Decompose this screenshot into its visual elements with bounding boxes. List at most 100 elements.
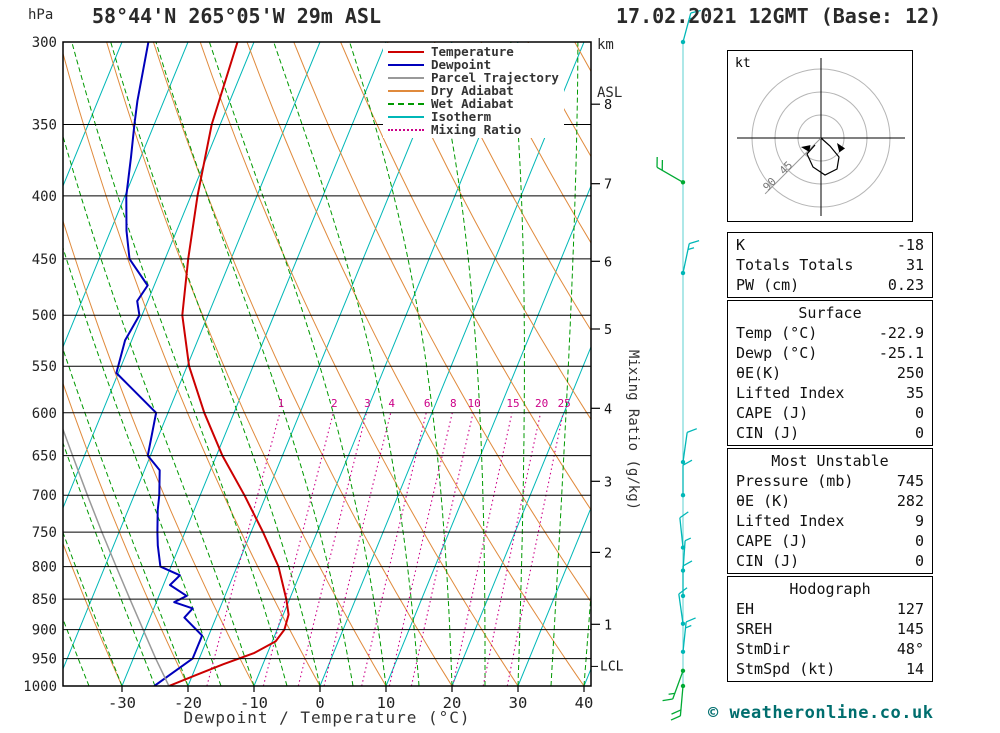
section-header: Hodograph xyxy=(789,580,871,598)
stat-label: StmDir xyxy=(736,640,791,658)
dry-adiabat-line xyxy=(433,42,591,332)
chart-legend: Temperature Dewpoint Parcel Trajectory Dry … xyxy=(383,43,564,138)
legend-label: Temperature xyxy=(431,44,514,59)
pressure-tick-label: 950 xyxy=(32,652,57,668)
wind-barb xyxy=(680,459,693,498)
stat-value: 0.23 xyxy=(887,276,924,294)
stat-row: Lifted Index 9 xyxy=(736,511,924,531)
stat-label: CAPE (J) xyxy=(736,532,809,550)
isotherm-line xyxy=(253,42,519,686)
wind-barb xyxy=(680,428,698,465)
wet-adiabat-line xyxy=(349,42,453,686)
legend-item: Mixing Ratio xyxy=(388,123,559,136)
legend-label: Isotherm xyxy=(431,109,492,124)
stat-label: StmSpd (kt) xyxy=(736,660,836,678)
mixing-ratio-label: 1 xyxy=(278,397,285,410)
copyright: © weatheronline.co.uk xyxy=(708,703,934,723)
pressure-tick-label: 450 xyxy=(32,252,57,268)
dry-adiabat-line xyxy=(340,42,591,511)
legend-label: Mixing Ratio xyxy=(431,122,522,137)
stat-value: 35 xyxy=(905,384,924,402)
stat-label: CIN (J) xyxy=(736,552,800,570)
mixing-axis-label: Mixing Ratio (g/kg) xyxy=(625,350,641,510)
lcl-label: LCL xyxy=(600,659,624,674)
dry-adiabat-line xyxy=(386,42,591,421)
wet-adiabat-line xyxy=(63,347,189,686)
stat-row: θE(K) 250 xyxy=(736,363,924,383)
wind-barb xyxy=(670,683,686,721)
stat-row: CAPE (J) 0 xyxy=(736,531,924,551)
stat-row: θE (K) 282 xyxy=(736,491,924,511)
stat-value: 48° xyxy=(896,640,924,658)
legend-swatch xyxy=(388,63,424,66)
wet-adiabat-line xyxy=(583,588,591,686)
dry-adiabat-line xyxy=(152,42,453,686)
altitude-unit-km: km xyxy=(597,37,614,53)
mixing-ratio-line xyxy=(297,412,367,686)
temp-tick-label: -30 xyxy=(108,694,136,712)
km-tick-label: 3 xyxy=(604,474,612,490)
pressure-tick-label: 600 xyxy=(32,406,57,422)
wind-barb xyxy=(680,560,693,599)
stat-value: 127 xyxy=(896,600,924,618)
mixing-ratio-line xyxy=(388,412,453,686)
pressure-axis-unit: hPa xyxy=(28,7,54,23)
stat-value: 0 xyxy=(914,552,924,570)
legend-swatch xyxy=(388,102,424,105)
hodograph-trace xyxy=(806,137,840,176)
legend-item: Temperature xyxy=(388,45,559,58)
mixing-ratio-line xyxy=(482,412,542,686)
pressure-tick-label: 350 xyxy=(32,118,57,134)
legend-item: Isotherm xyxy=(388,110,559,123)
altitude-axis-unit: km ASL xyxy=(597,5,631,133)
stat-value: 31 xyxy=(905,256,924,274)
pressure-tick-label: 300 xyxy=(32,35,57,51)
temp-tick-label: 20 xyxy=(443,694,462,712)
dry-adiabat-line xyxy=(63,51,321,686)
wet-adiabat-line xyxy=(110,42,321,686)
dry-adiabat-line xyxy=(480,42,591,244)
mixing-ratio-label: 4 xyxy=(388,397,395,410)
datetime-label: 17.02.2021 12GMT (Base: 12) xyxy=(616,4,942,28)
wind-barb xyxy=(680,9,701,45)
mixing-ratio-label: 8 xyxy=(450,397,457,410)
wind-barb xyxy=(678,587,688,626)
km-tick-label: 5 xyxy=(604,322,612,338)
hodograph-diagonal xyxy=(764,137,822,195)
stats-panel: K -18 Totals Totals 31 PW (cm) 0.23 Surface Tem… xyxy=(727,232,933,684)
temp-tick-label: 0 xyxy=(315,694,324,712)
stat-row: K -18 xyxy=(736,235,924,255)
dry-adiabat-line xyxy=(63,542,123,686)
pressure-tick-label: 700 xyxy=(32,488,57,504)
stat-label: PW (cm) xyxy=(736,276,800,294)
stat-value: 282 xyxy=(896,492,924,510)
stats-section-most-unstable: Most Unstable Pressure (mb) 745 θE (K) 282 Li… xyxy=(727,448,933,574)
pressure-tick-label: 800 xyxy=(32,560,57,576)
temp-tick-label: -20 xyxy=(174,694,202,712)
mixing-ratio-label: 25 xyxy=(558,397,571,410)
wet-adiabat-line xyxy=(63,531,123,686)
dry-adiabat-line xyxy=(246,42,585,686)
section-header: Surface xyxy=(798,304,862,322)
mixing-ratio-label: 15 xyxy=(506,397,519,410)
legend-swatch xyxy=(388,115,424,118)
pressure-tick-label: 400 xyxy=(32,189,57,205)
mixing-ratio-line xyxy=(361,412,427,686)
legend-item: Dry Adiabat xyxy=(388,84,559,97)
wet-adiabat-line xyxy=(71,42,288,686)
temp-tick-label: 10 xyxy=(377,694,396,712)
stat-value: -22.9 xyxy=(878,324,924,342)
stat-row: StmSpd (kt) 14 xyxy=(736,659,924,679)
hodograph-arrow xyxy=(801,145,811,153)
stat-label: SREH xyxy=(736,620,773,638)
stat-label: Lifted Index xyxy=(736,512,845,530)
pressure-tick-label: 650 xyxy=(32,449,57,465)
stat-value: 14 xyxy=(905,660,924,678)
temp-tick-label: -10 xyxy=(240,694,268,712)
stat-row: Pressure (mb) 745 xyxy=(736,471,924,491)
legend-item: Dewpoint xyxy=(388,58,559,71)
stats-section-hodograph: Hodograph EH 127 SREH 145 StmDir 48° StmSpd (kt… xyxy=(727,576,933,682)
km-tick-label: 6 xyxy=(604,254,612,270)
mixing-ratio-label: 3 xyxy=(364,397,371,410)
